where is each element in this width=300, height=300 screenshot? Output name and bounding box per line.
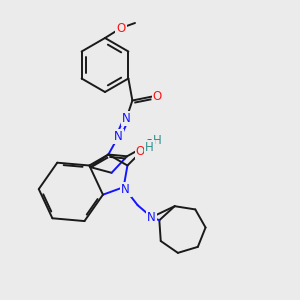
Text: O: O: [153, 90, 162, 103]
Text: N: N: [122, 183, 131, 196]
Text: O: O: [136, 145, 145, 158]
Text: N: N: [122, 112, 131, 125]
Text: O: O: [116, 22, 126, 34]
Text: N: N: [147, 211, 156, 224]
Text: N: N: [121, 183, 130, 196]
Text: O: O: [144, 138, 154, 151]
Text: N: N: [114, 130, 123, 143]
Text: H: H: [145, 141, 154, 154]
Text: H: H: [153, 134, 161, 147]
